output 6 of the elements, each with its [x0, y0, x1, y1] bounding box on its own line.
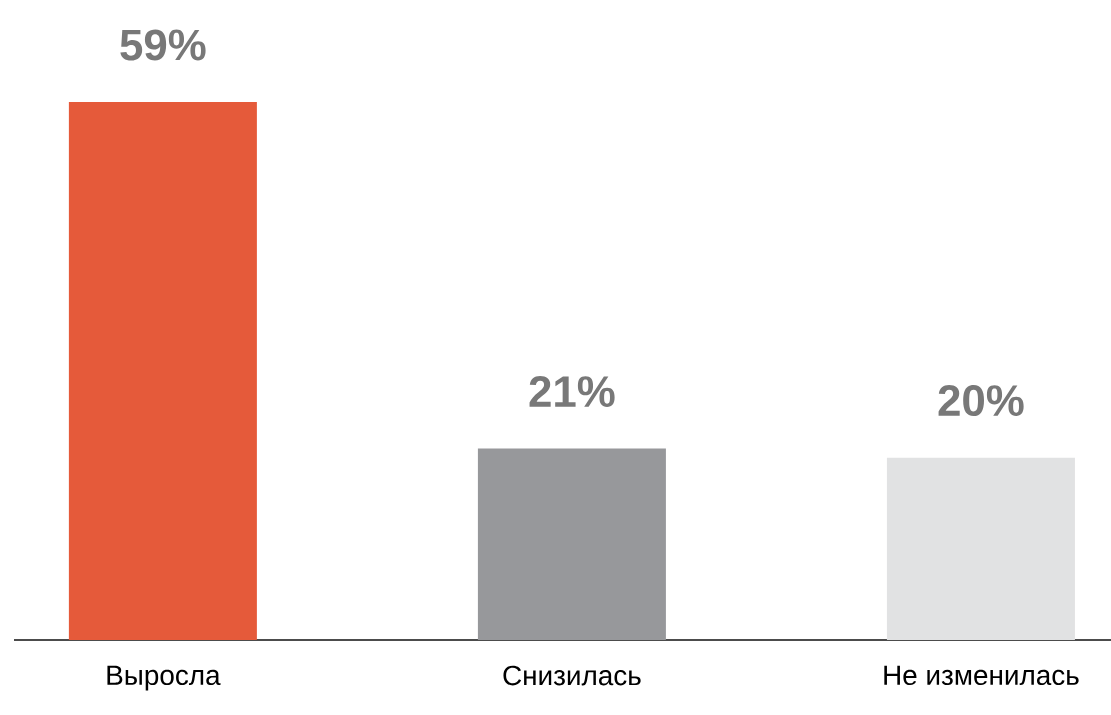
x-tick-label: Снизилась [503, 665, 641, 686]
data-label: 20% [938, 385, 1024, 417]
data-label: 59% [120, 29, 206, 61]
data-label: 21% [529, 376, 615, 407]
x-tick-label: Не изменилась [884, 665, 1079, 686]
x-tick-label: Выросла [107, 665, 221, 691]
